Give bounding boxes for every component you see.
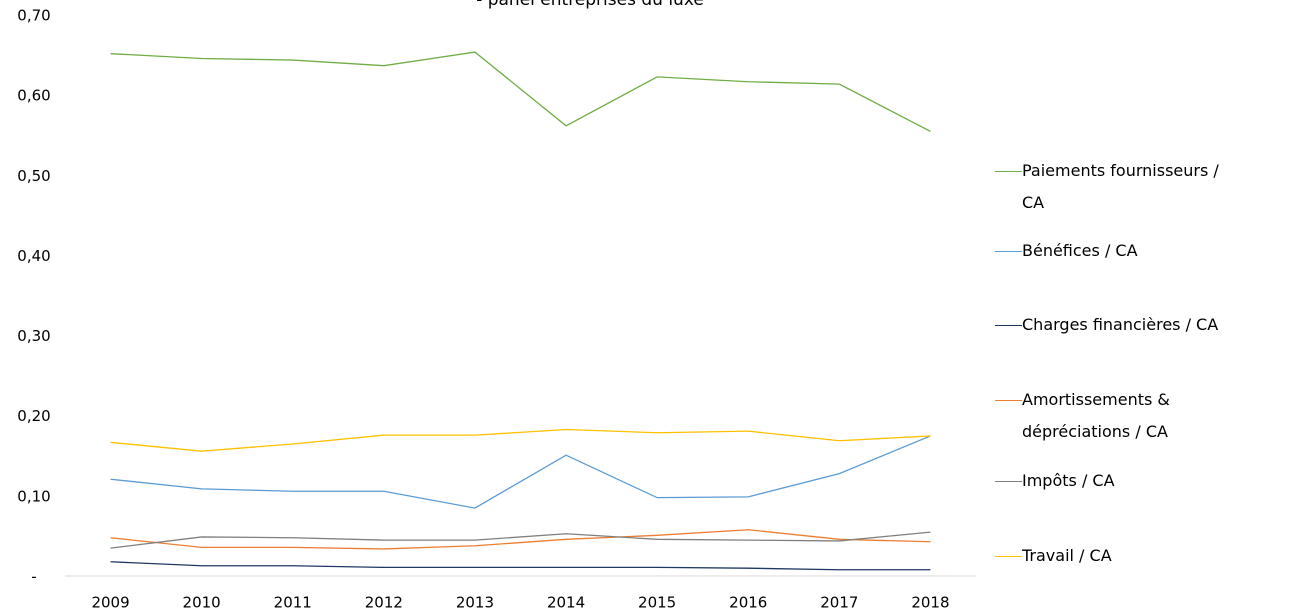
legend-item: Amortissements & dépréciations / CA <box>995 384 1295 448</box>
chart-title: - panel entreprises du luxe <box>476 0 704 10</box>
legend-swatch <box>995 400 1022 401</box>
series-line <box>110 529 931 550</box>
series-line <box>110 51 931 132</box>
legend-label: Amortissements & dépréciations / CA <box>1022 390 1170 441</box>
x-tick-label: 2016 <box>729 594 767 611</box>
series-line <box>110 531 931 549</box>
legend-swatch <box>995 325 1022 326</box>
y-tick-label: 0,60 <box>17 87 50 105</box>
legend-item: Travail / CA <box>995 540 1295 572</box>
legend-label: Impôts / CA <box>1022 471 1115 490</box>
x-tick-label: 2014 <box>547 594 585 611</box>
y-tick-label: 0,70 <box>17 7 50 25</box>
x-tick-label: 2018 <box>911 594 949 611</box>
x-tick-label: 2012 <box>365 594 403 611</box>
series-line <box>110 435 931 509</box>
legend-label: Travail / CA <box>1022 546 1112 565</box>
legend-item: Charges financières / CA <box>995 309 1295 341</box>
legend-swatch <box>995 251 1022 252</box>
y-tick-label: 0,20 <box>17 407 50 425</box>
legend-swatch <box>995 481 1022 482</box>
y-tick-label: 0,50 <box>17 167 50 185</box>
legend-label: Bénéfices / CA <box>1022 241 1138 260</box>
legend-swatch <box>995 171 1022 172</box>
x-tick-label: 2013 <box>456 594 494 611</box>
legend-item: Paiements fournisseurs / CA <box>995 155 1295 219</box>
legend-swatch <box>995 556 1022 557</box>
x-tick-label: 2010 <box>183 594 221 611</box>
x-tick-label: 2011 <box>274 594 312 611</box>
x-tick-label: 2017 <box>820 594 858 611</box>
legend-item: Bénéfices / CA <box>995 235 1295 267</box>
x-tick-label: 2015 <box>638 594 676 611</box>
y-tick-label: 0,40 <box>17 247 50 265</box>
legend-item: Impôts / CA <box>995 465 1295 497</box>
y-tick-label: - <box>31 568 36 586</box>
y-tick-label: 0,30 <box>17 327 50 345</box>
series-line <box>110 561 931 571</box>
y-tick-label: 0,10 <box>17 487 50 505</box>
series-line <box>110 428 931 452</box>
legend-label: Paiements fournisseurs / CA <box>1022 161 1219 212</box>
x-tick-label: 2009 <box>91 594 129 611</box>
legend-label: Charges financières / CA <box>1022 315 1219 334</box>
